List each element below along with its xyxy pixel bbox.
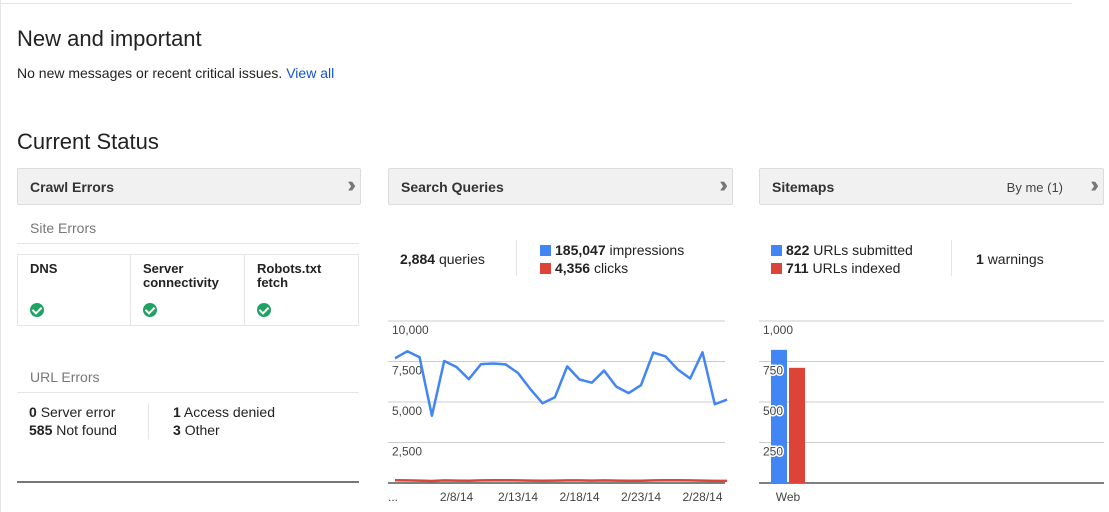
y-tick-label: 2,500 — [392, 445, 422, 459]
y-tick-label: 750 — [763, 364, 783, 378]
other-stat: 3 Other — [173, 422, 220, 438]
server-error-stat: 0 Server error — [29, 404, 116, 420]
site-errors-label: Site Errors — [30, 220, 97, 236]
search-queries-header[interactable]: Search Queries ›› — [388, 168, 733, 205]
red-swatch — [771, 263, 782, 274]
x-tick-label: Web — [776, 490, 801, 504]
search-queries-title: Search Queries — [401, 179, 504, 195]
left-border — [0, 0, 1, 512]
y-tick-label: 10,000 — [392, 323, 429, 337]
double-chevron-right-icon[interactable]: ›› — [1090, 172, 1098, 197]
search-queries-chart: 2,500 5,000 7,500 10,000... 2/8/14 2/13/14 2/1… — [388, 320, 728, 504]
check-circle-icon — [257, 303, 271, 317]
blue-swatch — [540, 245, 551, 256]
x-tick-label: 2/8/14 — [440, 490, 474, 504]
queries-stat: 2,884 queries — [400, 251, 485, 267]
y-tick-label: 250 — [763, 445, 783, 459]
new-important-message: No new messages or recent critical issue… — [17, 65, 334, 81]
check-circle-icon — [30, 303, 44, 317]
sitemap-legend: 822 URLs submitted 711 URLs indexed — [771, 241, 913, 277]
sitemaps-header[interactable]: Sitemaps By me (1) ›› — [759, 168, 1104, 205]
y-tick-label: 500 — [763, 404, 783, 418]
separator — [951, 240, 952, 276]
x-tick-label: ... — [388, 490, 398, 504]
clicks-stat: 4,356 clicks — [540, 259, 684, 277]
dns-label: DNS — [30, 261, 58, 276]
divider — [17, 243, 359, 244]
x-tick-label: 2/13/14 — [498, 490, 538, 504]
x-tick-label: 2/23/14 — [621, 490, 661, 504]
warnings-stat[interactable]: 1 warnings — [976, 251, 1044, 267]
impressions-stat: 185,047 impressions — [540, 241, 684, 259]
site-error-dns: DNS — [17, 254, 131, 326]
bar-urls-submitted — [771, 349, 787, 483]
url-errors-left: 0 Server error 585 Not found — [29, 403, 117, 439]
bar-urls-indexed — [789, 367, 805, 483]
y-tick-label: 7,500 — [392, 364, 422, 378]
double-chevron-right-icon[interactable]: ›› — [347, 172, 355, 197]
not-found-stat: 585 Not found — [29, 422, 117, 438]
crawl-errors-title: Crawl Errors — [30, 179, 115, 195]
message-text: No new messages or recent critical issue… — [17, 65, 283, 81]
filter-by-me[interactable]: By me (1) — [1006, 180, 1063, 195]
check-circle-icon — [143, 303, 157, 317]
url-errors-right: 1 Access denied 3 Other — [173, 403, 275, 439]
robots-fetch-label: Robots.txt fetch — [257, 261, 322, 290]
separator — [148, 403, 149, 439]
top-divider — [0, 3, 1072, 4]
access-denied-stat: 1 Access denied — [173, 404, 275, 420]
series-line-clicks — [394, 478, 728, 483]
sitemaps-chart: 250 500 750 1,000 Web — [759, 320, 1104, 504]
current-status-title: Current Status — [17, 129, 159, 154]
x-tick-label: 2/28/14 — [682, 490, 722, 504]
panel-bottom-rule — [17, 481, 359, 483]
divider — [17, 392, 359, 393]
x-tick-label: 2/18/14 — [559, 490, 599, 504]
crawl-errors-header[interactable]: Crawl Errors ›› — [17, 168, 361, 205]
sitemaps-title: Sitemaps — [772, 179, 835, 195]
site-error-server-connectivity: Server connectivity — [130, 254, 245, 326]
server-connectivity-label: Server connectivity — [143, 261, 219, 290]
double-chevron-right-icon[interactable]: ›› — [719, 172, 727, 197]
red-swatch — [540, 263, 551, 274]
y-tick-label: 1,000 — [763, 323, 793, 337]
submitted-stat: 822 URLs submitted — [771, 241, 913, 259]
new-important-title: New and important — [17, 26, 202, 51]
view-all-link[interactable]: View all — [286, 65, 335, 81]
site-error-robots: Robots.txt fetch — [244, 254, 359, 326]
url-errors-label: URL Errors — [30, 369, 100, 385]
blue-swatch — [771, 245, 782, 256]
y-tick-label: 5,000 — [392, 404, 422, 418]
series-line-impressions — [394, 350, 728, 418]
query-legend: 185,047 impressions 4,356 clicks — [540, 241, 684, 277]
indexed-stat: 711 URLs indexed — [771, 259, 913, 277]
separator — [516, 240, 517, 276]
